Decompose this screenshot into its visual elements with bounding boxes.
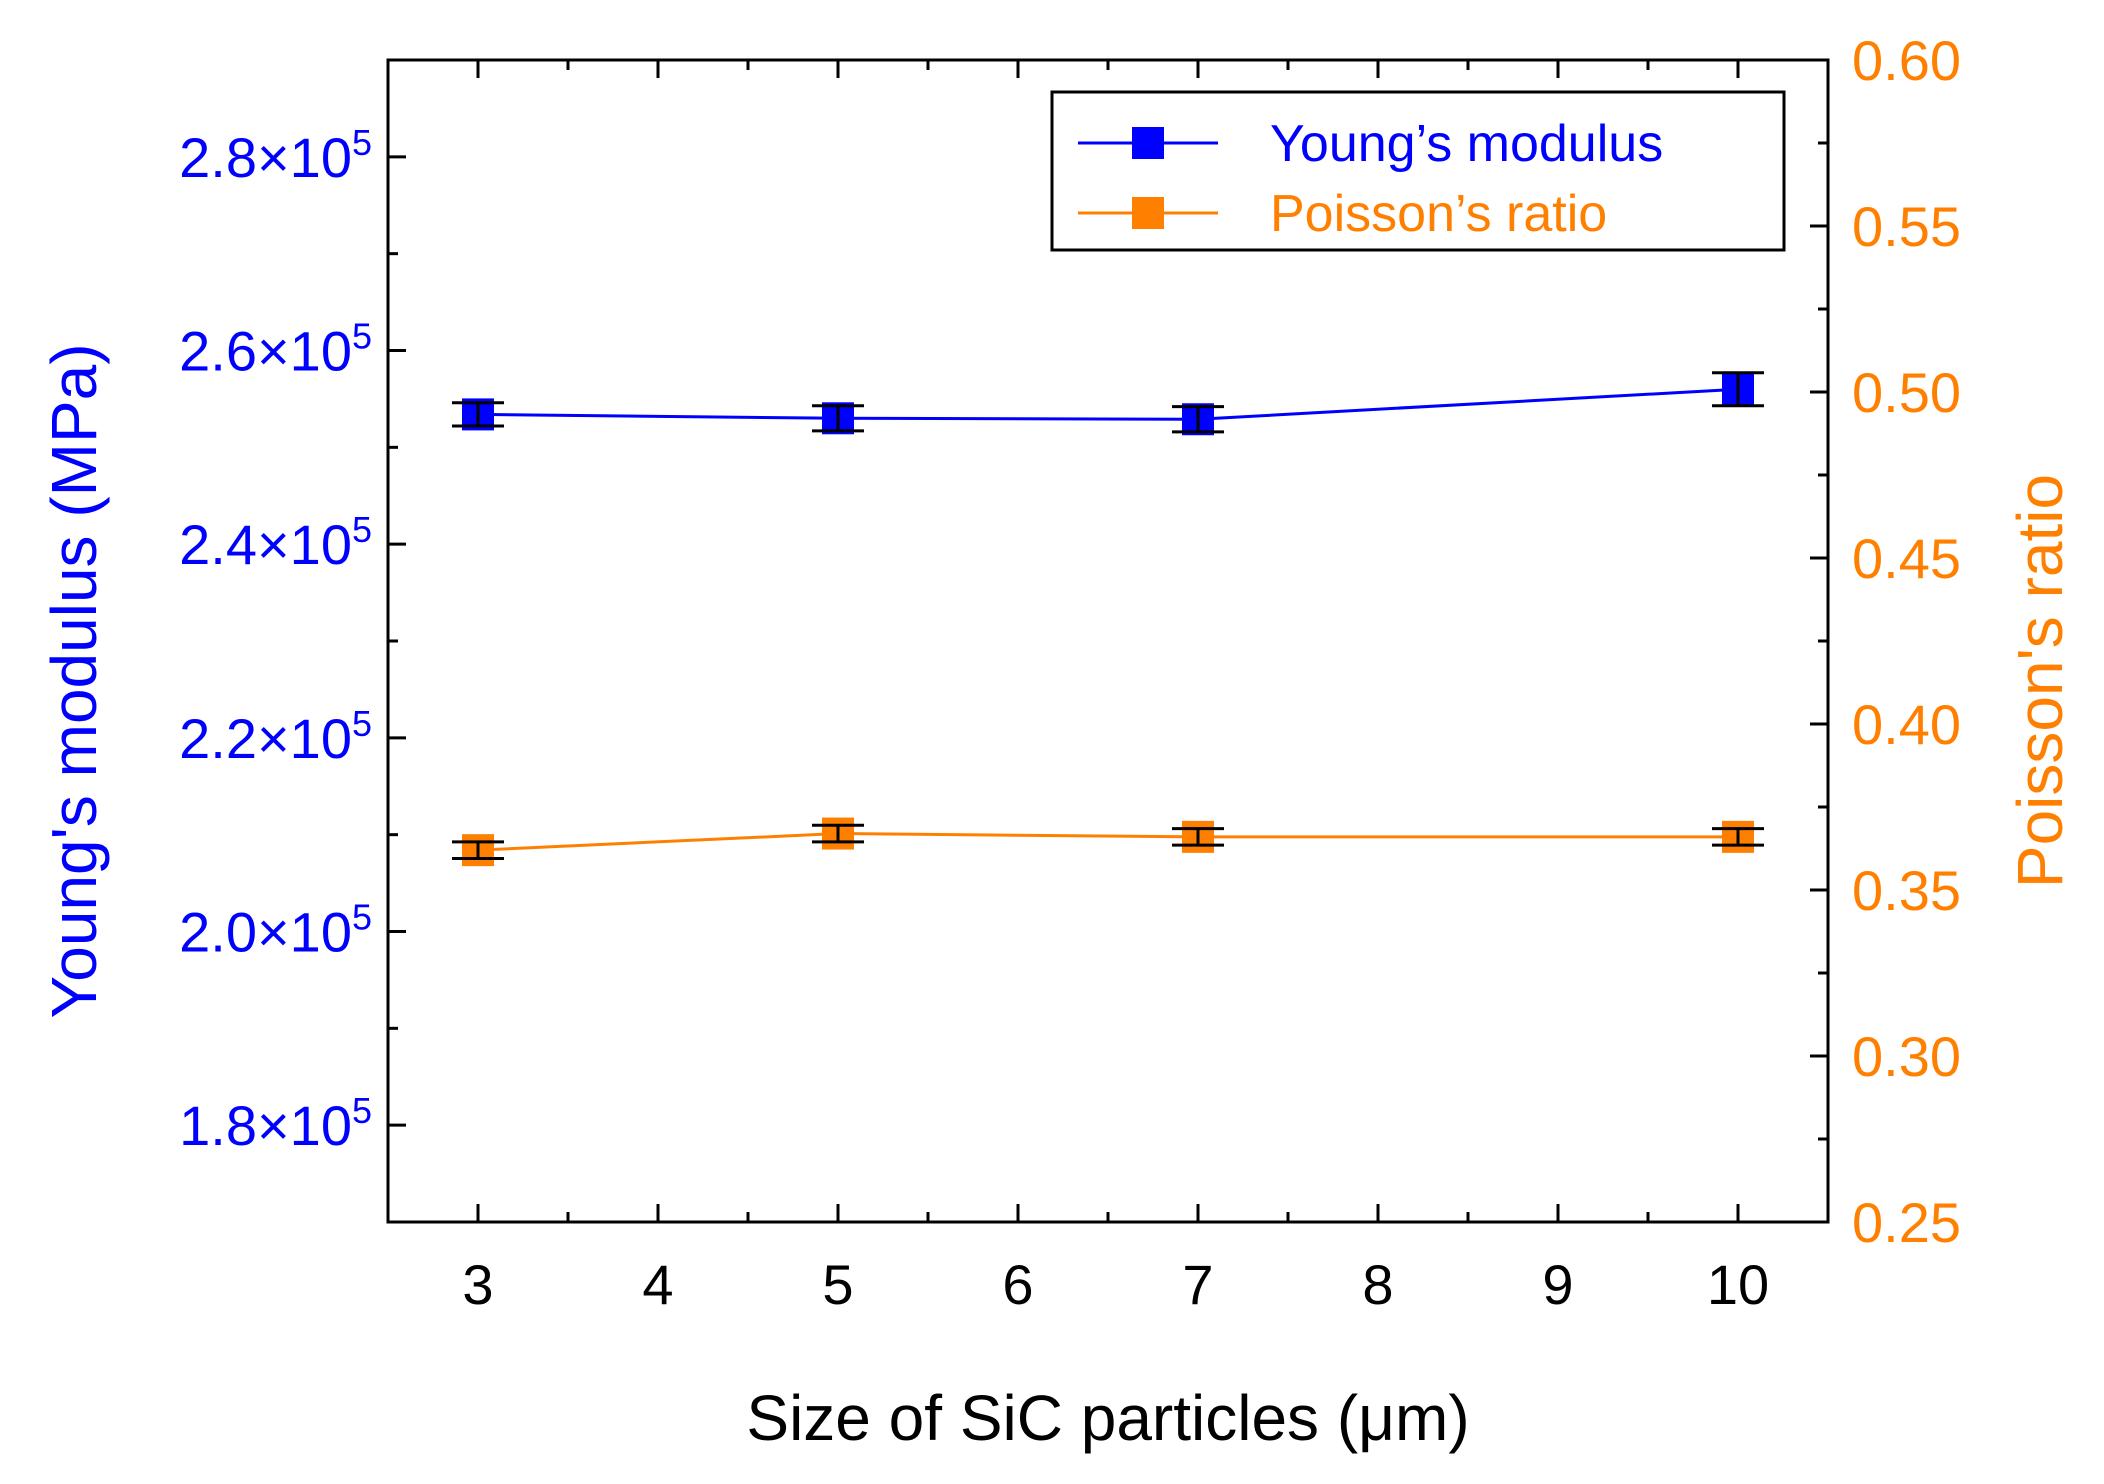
series-line-youngs-modulus [477, 387, 1739, 421]
legend-box [1050, 90, 1786, 252]
y-right-tick-label: 0.40 [1852, 693, 1961, 756]
tick-mantissa: 2.8×10 [179, 126, 352, 189]
y-axis-left: 1.8×1052.0×1052.2×1052.4×1052.6×1052.8×1… [179, 58, 406, 1224]
x-tick-label: 6 [1002, 1253, 1033, 1316]
x-tick-label: 5 [822, 1253, 853, 1316]
tick-mantissa: 1.8×10 [179, 1094, 352, 1157]
y-left-tick-label: 2.2×105 [179, 703, 372, 770]
y-left-tick-label: 1.8×105 [179, 1090, 372, 1157]
y-left-tick-label: 2.6×105 [179, 316, 372, 383]
legend-marker-youngs-modulus [1132, 127, 1164, 159]
y-axis-right-title: Poisson's ratio [2004, 474, 2076, 888]
y-axis-right: 0.25 0.30 0.35 0.40 0.45 0.50 0.55 0.60 [1810, 29, 1961, 1254]
x-tick-label: 8 [1362, 1253, 1393, 1316]
tick-exponent: 5 [352, 897, 372, 938]
x-tick-label: 7 [1182, 1253, 1213, 1316]
y-right-tick-label: 0.60 [1852, 29, 1961, 92]
tick-mantissa: 2.4×10 [179, 513, 352, 576]
tick-mantissa: 2.6×10 [179, 320, 352, 383]
series-line-poissons-ratio [477, 832, 1738, 852]
y-left-tick-label: 2.8×105 [179, 122, 372, 189]
y-right-tick-label: 0.35 [1852, 859, 1961, 922]
y-left-tick-label: 2.0×105 [179, 897, 372, 964]
tick-exponent: 5 [352, 122, 372, 163]
legend-label-youngs-modulus: Young’s modulus [1270, 115, 1663, 173]
y-right-tick-label: 0.50 [1852, 361, 1961, 424]
y-right-tick-label: 0.45 [1852, 527, 1961, 590]
tick-exponent: 5 [352, 1090, 372, 1131]
y-axis-left-title: Young's modulus (MPa) [38, 343, 110, 1018]
x-tick-label: 3 [462, 1253, 493, 1316]
tick-exponent: 5 [352, 509, 372, 550]
legend-marker-poissons-ratio [1132, 197, 1164, 229]
tick-mantissa: 2.0×10 [179, 901, 352, 964]
tick-exponent: 5 [352, 316, 372, 357]
legend-label-poissons-ratio: Poisson’s ratio [1270, 185, 1607, 243]
y-right-tick-label: 0.25 [1852, 1191, 1961, 1254]
y-left-tick-label: 2.4×105 [179, 509, 372, 576]
y-right-tick-label: 0.55 [1852, 195, 1961, 258]
x-tick-label: 10 [1707, 1253, 1769, 1316]
series-layer [452, 371, 1764, 867]
tick-exponent: 5 [352, 703, 372, 744]
x-axis: 3 4 5 6 7 8 9 10 [462, 60, 1769, 1316]
y-right-tick-label: 0.30 [1852, 1025, 1961, 1088]
x-tick-label: 9 [1542, 1253, 1573, 1316]
legend: Young’s modulus Poisson’s ratio [1050, 90, 1786, 252]
x-axis-title: Size of SiC particles (μm) [746, 1382, 1469, 1454]
tick-mantissa: 2.2×10 [179, 707, 352, 770]
x-tick-label: 4 [642, 1253, 673, 1316]
